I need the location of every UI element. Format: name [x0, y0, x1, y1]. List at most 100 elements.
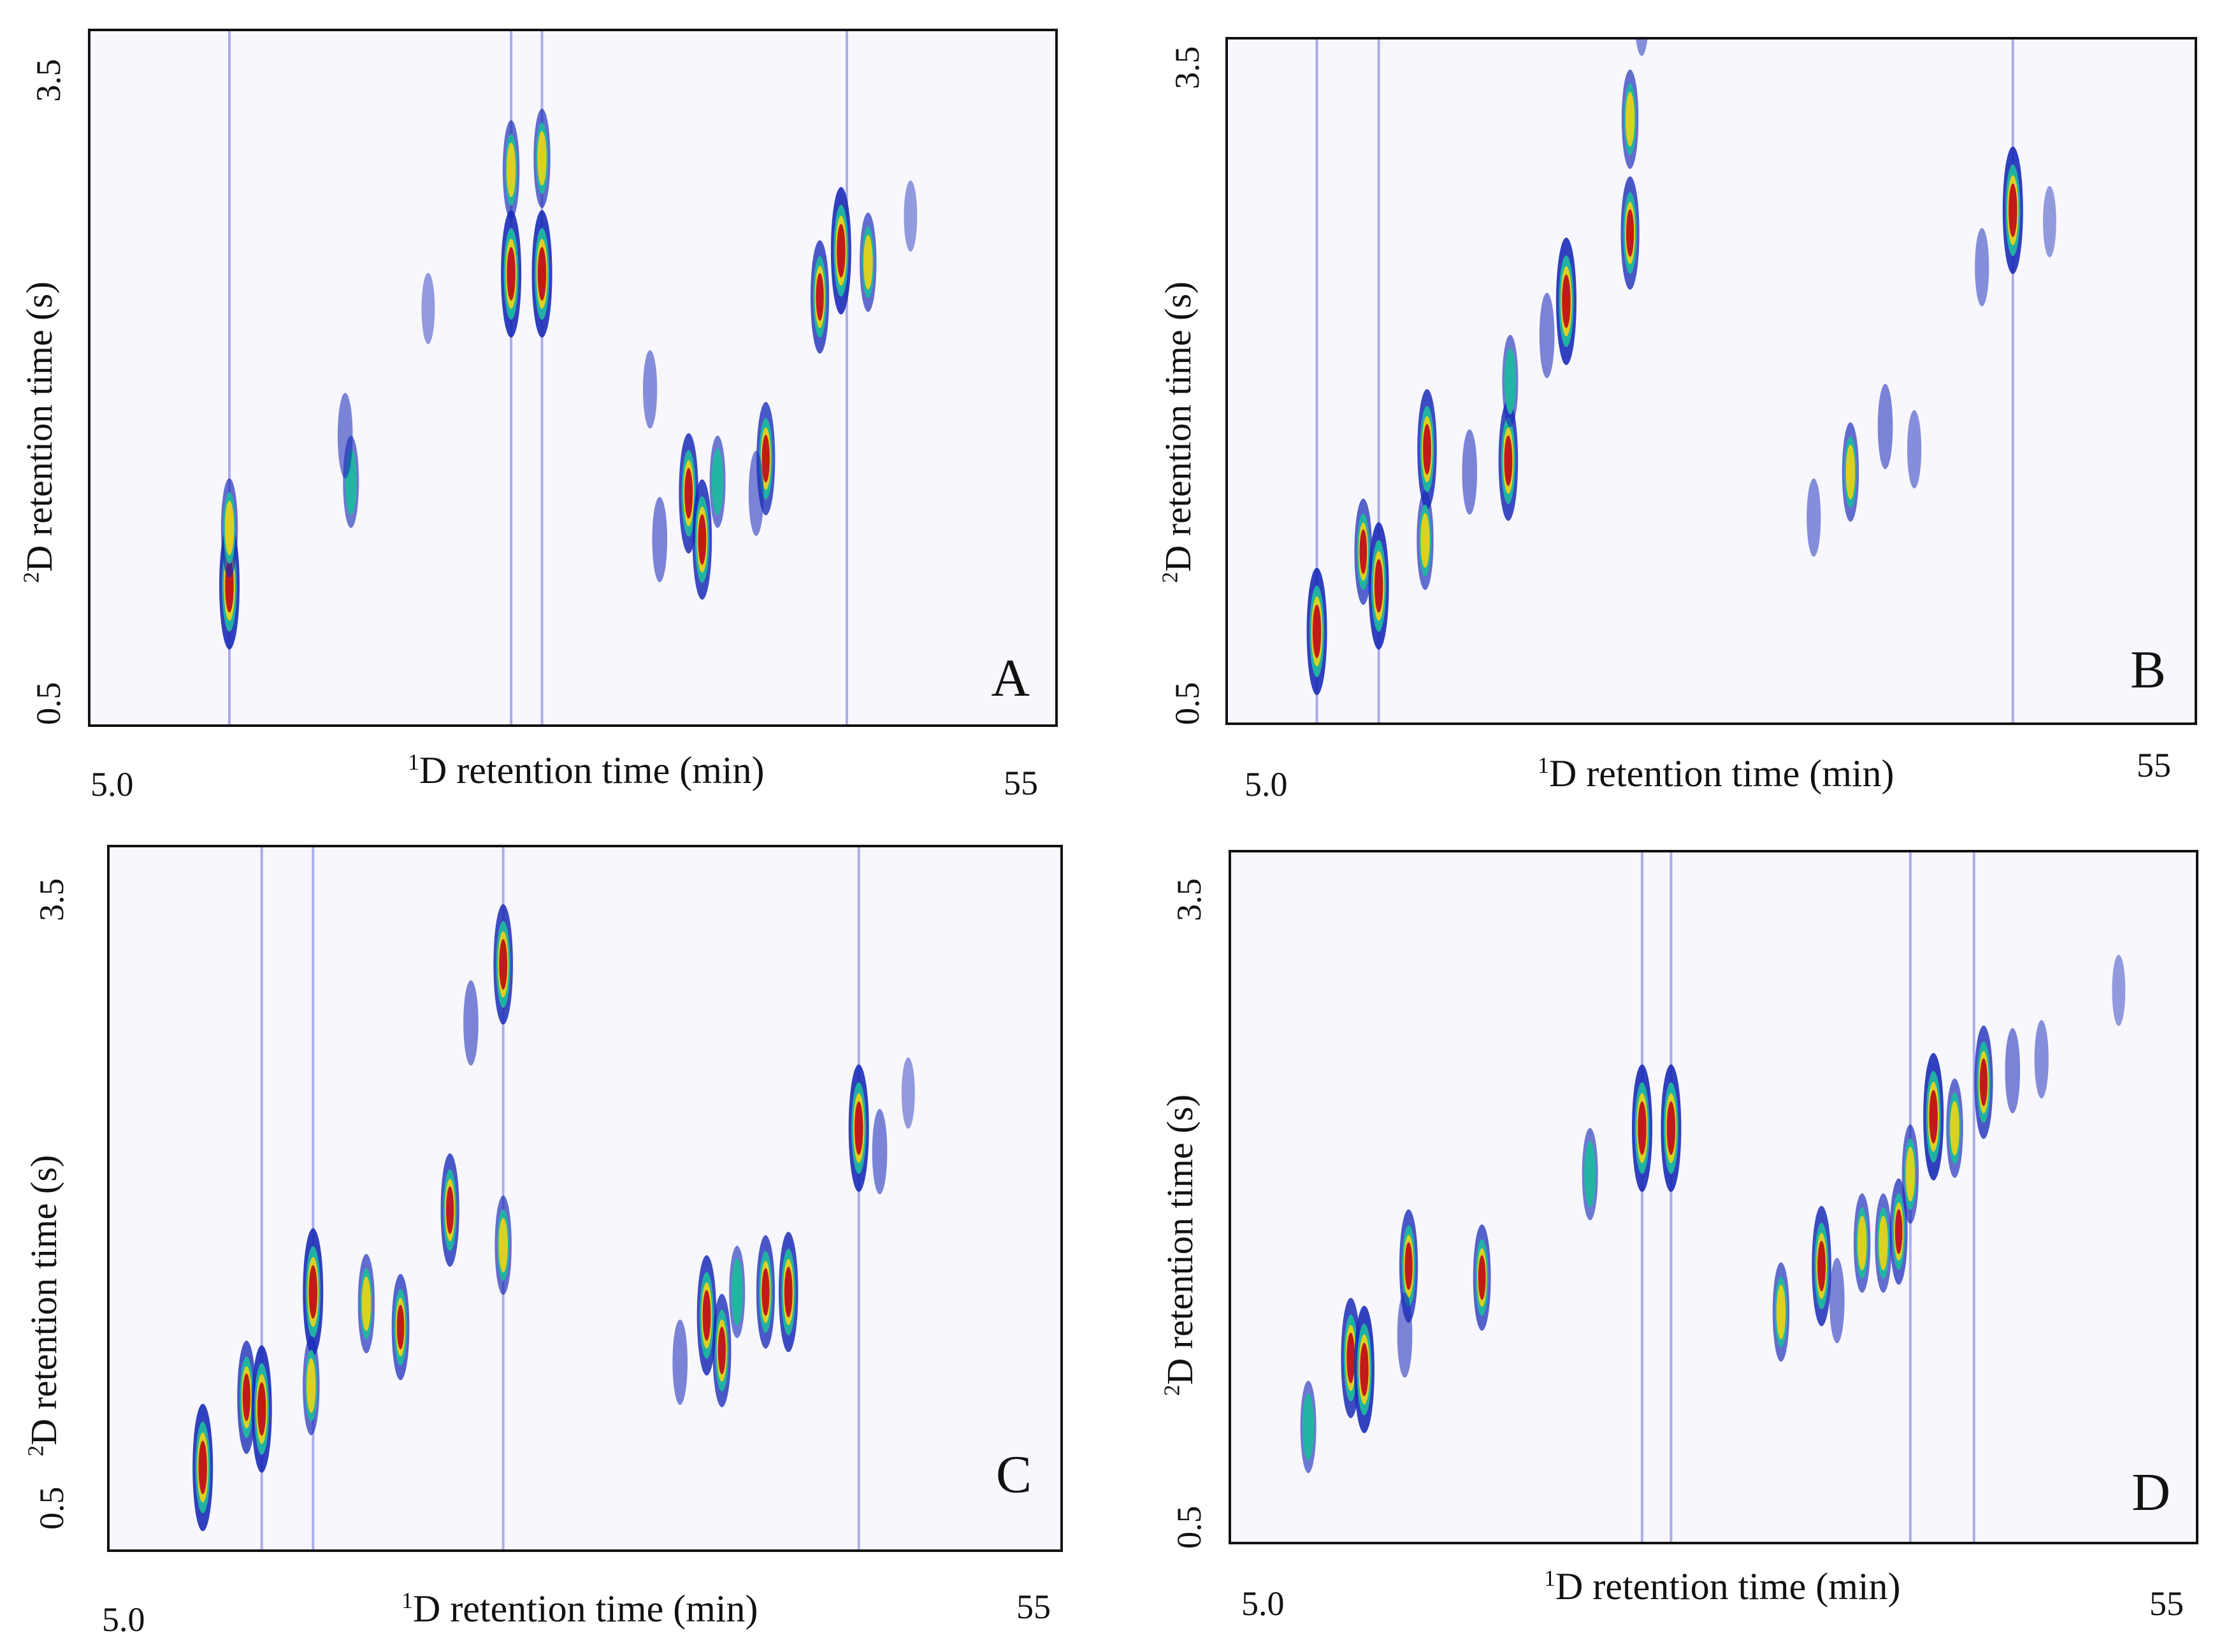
peak: [2005, 1028, 2021, 1114]
peak: [696, 1255, 717, 1376]
y-tick-max: 3.5: [1168, 46, 1206, 90]
panel-label: B: [2130, 640, 2166, 700]
peak: [709, 435, 726, 528]
peak: [901, 1057, 915, 1129]
peak: [672, 1319, 688, 1405]
y-axis-label: 2D retention time (s): [1157, 281, 1199, 583]
peak: [1975, 227, 1989, 306]
chromatogram-plot: [1306, 40, 2056, 722]
plot-area: A: [88, 29, 1058, 727]
y-axis-label: 2D retention time (s): [1159, 1094, 1201, 1396]
peak: [860, 212, 877, 312]
plot-area: D: [1229, 850, 2198, 1544]
peak: [1462, 429, 1478, 515]
peak: [494, 1195, 512, 1295]
peak: [1417, 491, 1434, 591]
peak: [1807, 478, 1821, 557]
x-tick-max: 55: [1004, 764, 1038, 802]
peak: [830, 187, 851, 315]
peak: [1772, 1262, 1790, 1362]
panel-a: A 2D retention time (s) 0.5 3.5 1D reten…: [0, 0, 1111, 826]
x-axis-label: 1D retention time (min): [401, 1588, 758, 1630]
peak: [810, 240, 830, 354]
peak: [1842, 422, 1859, 522]
y-axis-label: 2D retention time (s): [23, 1154, 64, 1456]
peak: [1812, 1205, 1831, 1326]
peak: [1661, 1064, 1682, 1192]
peak: [303, 1228, 324, 1356]
peak: [2034, 1020, 2049, 1099]
panel-d: D 2D retention time (s) 0.5 3.5 1D reten…: [1111, 826, 2222, 1652]
peak: [237, 1340, 256, 1454]
peak: [1901, 1124, 1919, 1224]
peak: [2043, 185, 2056, 257]
y-axis-label: 2D retention time (s): [18, 281, 60, 583]
peak: [729, 1246, 746, 1339]
x-axis-label: 1D retention time (min): [1544, 1565, 1901, 1607]
x-tick-max: 55: [2149, 1584, 2184, 1623]
peak: [1620, 176, 1640, 290]
peak: [652, 496, 668, 582]
peak: [1473, 1224, 1491, 1331]
peak: [391, 1274, 410, 1381]
peak: [501, 210, 522, 338]
peak: [1368, 522, 1389, 650]
peak: [778, 1232, 798, 1353]
peak: [1498, 400, 1519, 521]
chromatogram-plot: [192, 847, 915, 1549]
peak: [1946, 1078, 1963, 1178]
peak: [1539, 292, 1555, 378]
peak: [2112, 954, 2126, 1026]
peak: [493, 904, 513, 1025]
peak: [1353, 1305, 1374, 1433]
x-tick-max: 55: [1016, 1588, 1051, 1626]
x-tick-min: 5.0: [1241, 1584, 1285, 1623]
plot-area: C: [107, 845, 1063, 1552]
peak: [1621, 69, 1639, 169]
peak: [1829, 1258, 1845, 1344]
peak: [1974, 1025, 1993, 1139]
peak: [357, 1254, 375, 1354]
peak: [1631, 1064, 1652, 1192]
chromatogram-plot: [1300, 852, 2126, 1542]
y-tick-min: 0.5: [1170, 1505, 1208, 1549]
panel-b: B 2D retention time (s) 0.5 3.5 1D reten…: [1111, 0, 2222, 826]
peak: [1300, 1381, 1317, 1474]
x-axis-label: 1D retention time (min): [408, 749, 765, 791]
peak: [251, 1345, 272, 1473]
peak: [1853, 1193, 1871, 1293]
y-tick-min: 0.5: [1168, 682, 1206, 726]
peak: [1889, 1178, 1908, 1285]
peak: [2002, 147, 2023, 274]
x-tick-min: 5.0: [90, 765, 134, 803]
x-tick-max: 55: [2137, 746, 2171, 784]
peak: [463, 980, 479, 1066]
peak: [1875, 1193, 1892, 1293]
peak: [1397, 1292, 1413, 1378]
peak: [502, 120, 520, 220]
peak: [712, 1293, 732, 1407]
panel-label: D: [2132, 1463, 2170, 1522]
peak: [1399, 1209, 1418, 1323]
peak: [1417, 389, 1437, 510]
y-tick-min: 0.5: [32, 1486, 71, 1530]
plot-area: B: [1225, 37, 2197, 725]
x-tick-min: 5.0: [1244, 765, 1288, 803]
peak: [904, 180, 918, 252]
peak: [1636, 40, 1648, 56]
peak: [440, 1153, 459, 1267]
peak: [531, 210, 552, 338]
peak: [756, 1235, 776, 1349]
y-tick-max: 3.5: [29, 59, 68, 103]
peak: [192, 1404, 213, 1532]
panel-label: A: [991, 649, 1030, 708]
y-tick-max: 3.5: [32, 878, 71, 922]
peak: [1907, 410, 1922, 489]
peak: [1502, 334, 1519, 427]
peak: [848, 1064, 869, 1192]
peak: [692, 479, 712, 600]
peak: [643, 350, 658, 429]
panel-c: C 2D retention time (s) 0.5 3.5 1D reten…: [0, 826, 1111, 1652]
peak: [220, 478, 238, 578]
x-axis-label: 1D retention time (min): [1538, 752, 1894, 794]
